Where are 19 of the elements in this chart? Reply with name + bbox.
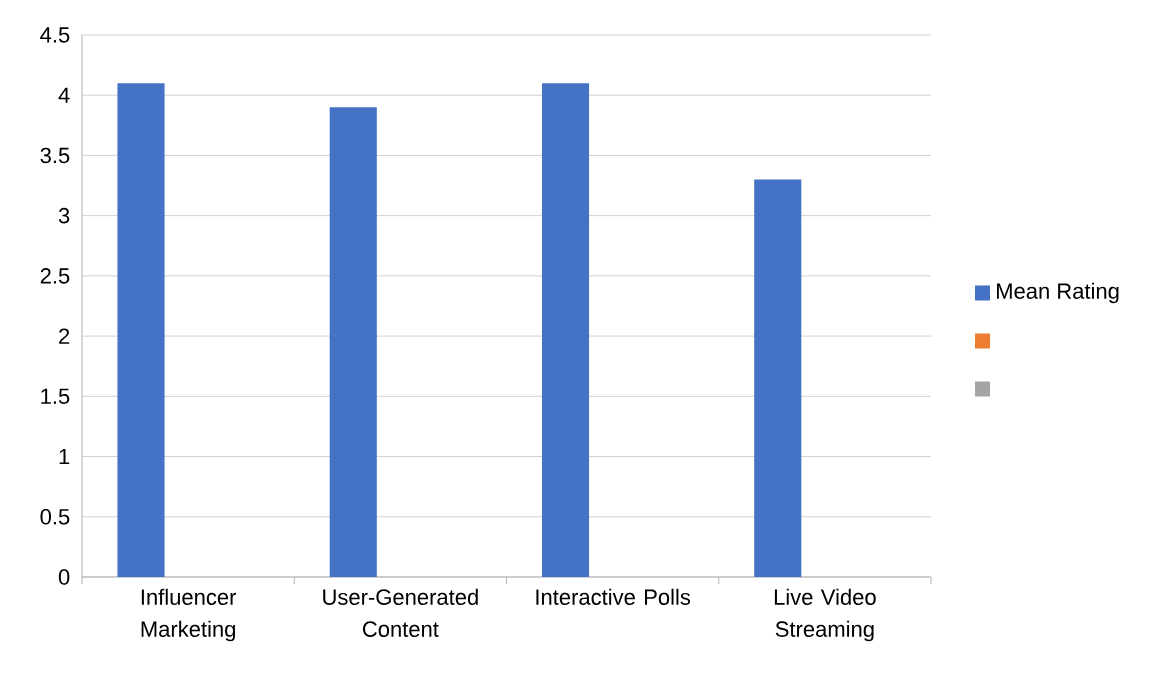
x-tick-label: Influencer Marketing xyxy=(141,588,237,642)
legend-label: Mean Rating xyxy=(997,282,1119,304)
bar xyxy=(117,83,165,577)
y-tick-label: 4 xyxy=(58,87,70,103)
y-tick-label: 3 xyxy=(58,207,70,224)
x-tick-label: Live Video Streaming xyxy=(774,588,876,642)
y-tick-label: 1 xyxy=(59,448,70,465)
bar xyxy=(329,107,377,577)
y-tick-label: 1.5 xyxy=(41,388,70,404)
y-tick-label: 3.5 xyxy=(40,147,70,164)
bar xyxy=(754,179,802,577)
bar xyxy=(541,83,590,577)
y-tick-label: 4.5 xyxy=(40,27,70,43)
y-tick-label: 2.5 xyxy=(40,268,70,284)
x-tick-label: User-Generated Content xyxy=(323,588,478,637)
y-tick-label: 0.5 xyxy=(40,508,70,525)
y-tick-label: 2 xyxy=(59,328,70,344)
y-tick-label: 0 xyxy=(58,569,70,585)
x-tick-label: Interactive Polls xyxy=(536,588,691,605)
